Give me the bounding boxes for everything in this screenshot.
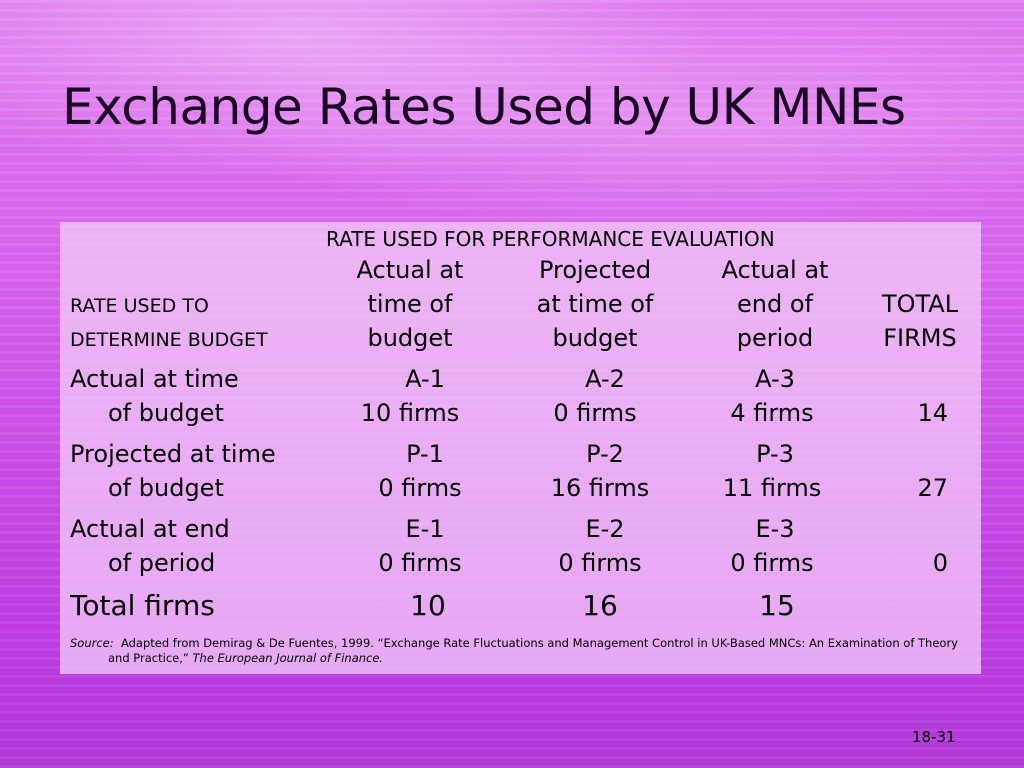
cell-code-e2: E-2 xyxy=(585,515,625,543)
col-header-projected-3: budget xyxy=(552,324,638,352)
cell-count-a2: 0 firms xyxy=(553,399,637,427)
row-header-line-2: DETERMINE BUDGET xyxy=(70,329,268,351)
col-header-actual-at-budget-1: Actual at xyxy=(356,256,464,284)
cell-code-p2: P-2 xyxy=(586,440,624,468)
cell-code-e3: E-3 xyxy=(755,515,795,543)
source-text-line-2: and Practice,” xyxy=(108,651,189,665)
cell-count-p3: 11 firms xyxy=(722,474,822,502)
cell-code-p1: P-1 xyxy=(406,440,444,468)
col-header-actual-end-1: Actual at xyxy=(721,256,829,284)
slide-title: Exchange Rates Used by UK MNEs xyxy=(62,78,906,136)
cell-count-a3: 4 firms xyxy=(730,399,814,427)
cell-code-a2: A-2 xyxy=(585,365,625,393)
col-header-actual-end-2: end of xyxy=(737,290,813,318)
col-header-total-2: FIRMS xyxy=(883,324,957,352)
col-header-projected-1: Projected xyxy=(538,256,652,284)
totals-label: Total firms xyxy=(70,589,215,622)
col-header-actual-at-budget-2: time of xyxy=(367,290,453,318)
source-text-line-1: Adapted from Demirag & De Fuentes, 1999.… xyxy=(120,636,958,650)
cell-count-e2: 0 firms xyxy=(558,549,642,577)
total-col-3: 15 xyxy=(759,589,795,622)
col-header-projected-2: at time of xyxy=(536,290,654,318)
cell-code-a1: A-1 xyxy=(405,365,445,393)
cell-total-row-2: 27 xyxy=(917,474,948,502)
cell-count-p2: 16 firms xyxy=(550,474,650,502)
cell-count-e1: 0 firms xyxy=(378,549,462,577)
cell-code-e1: E-1 xyxy=(405,515,445,543)
row-label-actual-time-1: Actual at time xyxy=(70,365,239,393)
cell-count-e3: 0 firms xyxy=(730,549,814,577)
cell-code-a3: A-3 xyxy=(755,365,795,393)
row-header-line-1: RATE USED TO xyxy=(70,295,209,317)
cell-count-p1: 0 firms xyxy=(378,474,462,502)
row-label-projected-1: Projected at time xyxy=(70,440,276,468)
cell-total-row-3: 0 xyxy=(932,549,948,577)
total-col-2: 16 xyxy=(582,589,618,622)
cell-total-row-1: 14 xyxy=(917,399,948,427)
row-label-actual-end-1: Actual at end xyxy=(70,515,230,543)
total-col-1: 10 xyxy=(410,589,446,622)
source-journal: The European Journal of Finance. xyxy=(192,651,384,665)
row-label-actual-time-2: of budget xyxy=(108,399,224,427)
data-table-panel: RATE USED FOR PERFORMANCE EVALUATION Act… xyxy=(60,222,981,674)
source-label: Source: xyxy=(70,636,114,650)
col-header-actual-end-3: period xyxy=(736,324,814,352)
cell-count-a1: 10 firms xyxy=(360,399,460,427)
col-header-actual-at-budget-3: budget xyxy=(367,324,453,352)
row-label-projected-2: of budget xyxy=(108,474,224,502)
page-number: 18-31 xyxy=(912,728,956,746)
row-label-actual-end-2: of period xyxy=(108,549,216,577)
col-header-total-1: TOTAL xyxy=(881,290,959,318)
source-note: Source: Adapted from Demirag & De Fuente… xyxy=(70,636,970,666)
performance-evaluation-header: RATE USED FOR PERFORMANCE EVALUATION xyxy=(326,227,775,251)
cell-code-p3: P-3 xyxy=(756,440,794,468)
